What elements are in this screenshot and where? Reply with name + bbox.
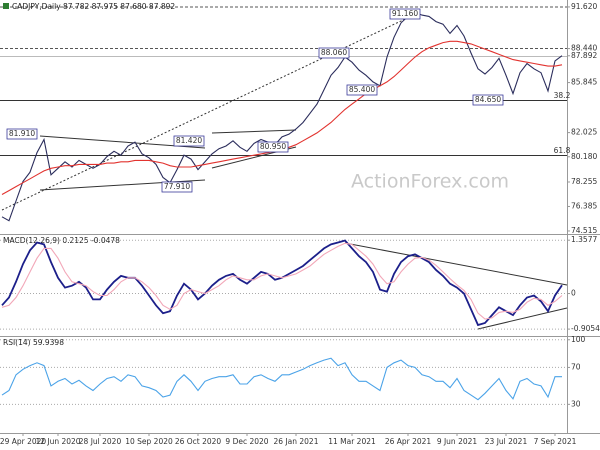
y-tick-label: 91.620 <box>571 2 597 11</box>
x-tick-label: 23 Jul 2021 <box>485 437 528 446</box>
x-tick-label: 9 Jun 2021 <box>437 437 478 446</box>
y-tick-label: 100 <box>571 335 586 344</box>
annotation-box <box>389 8 421 20</box>
trend-line <box>1 11 421 211</box>
annotation-box <box>161 181 193 193</box>
y-tick-label: 82.025 <box>571 128 597 137</box>
annotation: 84.650 <box>475 95 501 104</box>
annotation: 38.2 <box>554 91 571 100</box>
trend-line <box>211 129 297 134</box>
annotation-box <box>6 128 38 140</box>
annotation: 61.8 <box>554 146 571 155</box>
x-tick-label: 26 Jan 2021 <box>274 437 319 446</box>
x-tick-label: 12 Jun 2020 <box>35 437 80 446</box>
annotation: 85.400 <box>349 85 375 94</box>
trend-line <box>344 242 568 286</box>
x-tick-label: 11 Mar 2021 <box>328 437 376 446</box>
series-line <box>1 357 562 401</box>
annotation: 91.160 <box>392 9 418 18</box>
y-tick-label: 85.845 <box>571 78 597 87</box>
y-tick-label: 70 <box>571 362 581 371</box>
trend-line <box>477 307 568 330</box>
x-tick-label: 7 Sep 2021 <box>534 437 577 446</box>
annotation: 81.420 <box>176 136 202 145</box>
x-tick-label: 9 Dec 2020 <box>225 437 268 446</box>
series-line <box>1 11 563 222</box>
annotation: 77.910 <box>164 182 190 191</box>
y-tick-label: 88.440 <box>571 44 597 53</box>
x-tick-label: 28 Jul 2020 <box>79 437 122 446</box>
annotation: 80.950 <box>260 142 286 151</box>
y-tick-label: 74.515 <box>571 226 597 235</box>
annotation-box <box>472 94 504 106</box>
y-tick-label: 80.180 <box>571 152 597 161</box>
chart-title: CADJPY,Daily 87.782 87.975 87.680 87.892 <box>12 2 175 11</box>
annotation-box <box>318 47 350 59</box>
annotation: 81.910 <box>9 129 35 138</box>
y-tick-label: 30 <box>571 399 581 408</box>
y-tick-label: 76.385 <box>571 201 597 210</box>
x-tick-label: 26 Oct 2020 <box>175 437 222 446</box>
y-tick-label: 87.892 <box>571 51 597 60</box>
panel-title: RSI(14) 59.9398 <box>3 338 64 347</box>
y-tick-label: 78.255 <box>571 177 597 186</box>
annotation: 88.060 <box>321 48 347 57</box>
y-tick-label: -0.9054 <box>571 324 600 333</box>
annotation-box <box>173 135 205 147</box>
x-tick-label: 29 Apr 2020 <box>0 437 46 446</box>
y-tick-label: 0 <box>571 289 576 298</box>
annotation-box <box>257 141 289 153</box>
symbol-icon <box>3 3 9 9</box>
annotation-box <box>346 84 378 96</box>
watermark: ActionForex.com <box>351 171 509 193</box>
series-line <box>1 242 563 320</box>
y-tick-label: 1.3577 <box>571 235 597 244</box>
x-tick-label: 26 Apr 2021 <box>385 437 432 446</box>
x-tick-label: 10 Sep 2020 <box>125 437 173 446</box>
panel-title: MACD(12,26,9) 0.2125 -0.0478 <box>3 236 120 245</box>
